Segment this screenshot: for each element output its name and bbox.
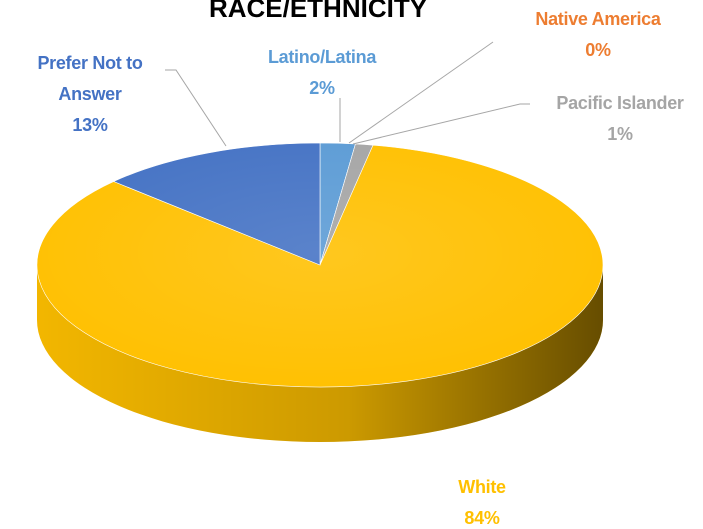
category-label: Native America xyxy=(535,9,661,29)
data-label: White 84% xyxy=(407,472,557,529)
chart-title: RACE/ETHNICITY xyxy=(209,0,427,23)
data-label: Pacific Islander 1% xyxy=(520,88,703,150)
leader-line xyxy=(348,41,494,144)
value-label: 0% xyxy=(585,40,611,60)
top-gloss xyxy=(37,143,603,387)
leader-line xyxy=(352,103,530,145)
category-label: Pacific Islander xyxy=(556,93,684,113)
data-label: Latino/Latina 2% xyxy=(247,42,397,104)
category-label: Prefer Not to Answer xyxy=(37,53,143,104)
value-label: 2% xyxy=(309,78,335,98)
side-shading xyxy=(37,265,603,442)
value-label: 1% xyxy=(607,124,633,144)
category-label: Latino/Latina xyxy=(267,47,377,67)
data-label: Native America 0% xyxy=(498,4,698,66)
data-label: Prefer Not to Answer 13% xyxy=(10,48,170,141)
category-label: White xyxy=(458,477,506,497)
value-label: 13% xyxy=(72,115,108,135)
leader-line xyxy=(165,69,227,147)
value-label: 84% xyxy=(464,508,500,528)
